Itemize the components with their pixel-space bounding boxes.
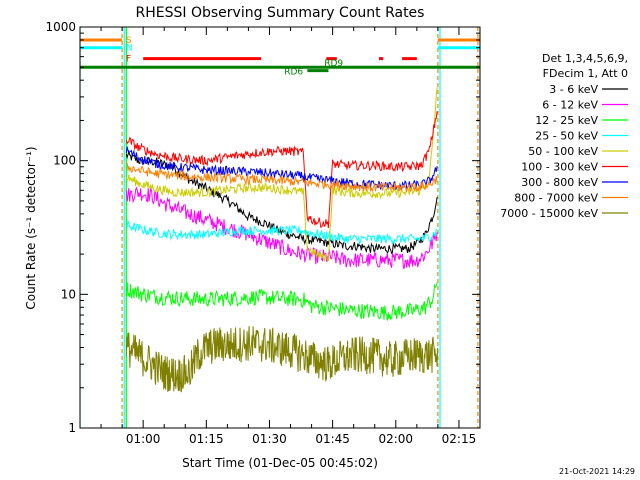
legend-header-1: Det 1,3,4,5,6,9, <box>542 52 628 65</box>
series-line-3 <box>125 219 438 245</box>
legend-label-8: 7000 - 15000 keV <box>500 207 598 220</box>
flag-label-1: N <box>126 44 133 54</box>
annotation-text-1: RD6 <box>284 68 303 78</box>
legend-label-2: 12 - 25 keV <box>535 114 598 127</box>
y-tick-label-1: 10 <box>61 287 76 301</box>
x-tick-label-1: 01:15 <box>189 432 224 446</box>
legend-label-3: 25 - 50 keV <box>535 130 598 143</box>
legend-label-7: 800 - 7000 keV <box>514 192 598 205</box>
y-tick-label-0: 1 <box>68 421 76 435</box>
annotation-text-0: RD9 <box>324 59 343 69</box>
series-line-0 <box>125 149 438 255</box>
y-axis-label: Count Rate (s⁻¹ detector⁻¹) <box>24 146 38 309</box>
x-tick-label-3: 01:45 <box>315 432 350 446</box>
x-axis-label: Start Time (01-Dec-05 00:45:02) <box>182 456 378 470</box>
legend: 3 - 6 keV 6 - 12 keV 12 - 25 keV 25 - 50 ke… <box>500 83 628 220</box>
x-tick-label-0: 01:00 <box>126 432 161 446</box>
series-line-4 <box>125 87 438 262</box>
series-line-2 <box>125 282 438 321</box>
x-tick-label-5: 02:15 <box>442 432 477 446</box>
legend-header-2: FDecim 1, Att 0 <box>543 67 628 80</box>
series-line-8 <box>125 326 439 393</box>
legend-label-1: 6 - 12 keV <box>542 99 598 112</box>
series-line-7 <box>126 162 438 194</box>
footer-timestamp: 21-Oct-2021 14:29 <box>559 467 635 476</box>
series-line-1 <box>125 186 438 269</box>
plot-area <box>80 27 480 428</box>
x-tick-label-4: 02:00 <box>378 432 413 446</box>
chart-title: RHESSI Observing Summary Count Rates <box>136 5 425 21</box>
flag-label-0: S <box>126 36 132 46</box>
y-tick-label-2: 100 <box>53 154 76 168</box>
legend-label-5: 100 - 300 keV <box>521 161 598 174</box>
y-tick-label-3: 1000 <box>45 20 76 34</box>
legend-label-0: 3 - 6 keV <box>549 83 598 96</box>
plot-frame <box>79 26 481 429</box>
legend-label-4: 50 - 100 keV <box>528 145 598 158</box>
series-line-5 <box>125 111 438 229</box>
legend-label-6: 300 - 800 keV <box>521 176 598 189</box>
flag-label-2: F <box>126 55 131 65</box>
x-tick-label-2: 01:30 <box>252 432 287 446</box>
